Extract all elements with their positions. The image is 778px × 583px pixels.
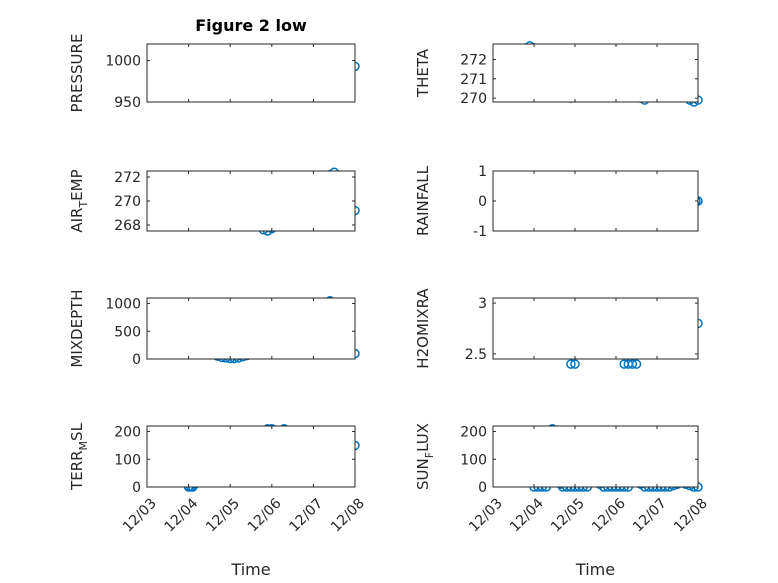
y-tick-label: 100 — [460, 452, 487, 468]
y-tick-label: 271 — [460, 72, 487, 88]
y-tick-label: 1 — [478, 164, 487, 180]
y-tick-label: 0 — [132, 480, 141, 496]
air-temp-panel: 268 270 272 AIRTEMP — [68, 167, 360, 236]
x-axis-label: Time — [230, 560, 270, 579]
y-tick-label: 0 — [132, 352, 141, 368]
y-tick-label: 1000 — [105, 297, 141, 313]
data-point — [570, 359, 580, 369]
y-tick-label: 100 — [114, 452, 141, 468]
axes-box — [492, 170, 699, 232]
mixdepth-panel: 0 500 1000 MIXDEPTH — [68, 289, 360, 368]
data-point — [627, 359, 638, 369]
axes-box — [492, 43, 699, 103]
y-tick-label: 270 — [460, 91, 487, 107]
y-tick-label: 1000 — [105, 54, 141, 70]
y-axis-label: PRESSURE — [68, 34, 86, 113]
y-axis-label: MIXDEPTH — [68, 289, 86, 367]
rainfall-panel: -1 0 1 RAINFALL — [414, 164, 703, 240]
y-tick-label: 268 — [114, 218, 141, 234]
h2omixra-panel: 2.5 3 H2OMIXRA — [414, 288, 703, 369]
y-tick-label: 270 — [114, 194, 141, 210]
y-axis-label: THETA — [414, 48, 432, 98]
axes-box — [492, 425, 699, 488]
pressure-panel: 950 1000 PRESSURE — [68, 34, 360, 113]
y-tick-label: 0 — [478, 194, 487, 210]
y-axis-label: H2OMIXRA — [414, 288, 432, 369]
y-tick-label: 200 — [114, 425, 141, 441]
terr-msl-panel: 12/03 12/04 12/05 12/06 12/07 12/080100200TER… — [68, 422, 368, 579]
y-axis-label: AIRTEMP — [68, 169, 90, 232]
theta-panel: 270 271 272 THETA — [414, 41, 703, 107]
axes-box — [146, 43, 356, 103]
data-point — [631, 359, 642, 369]
figure-title: Figure 2 low — [195, 16, 307, 35]
y-tick-label: 200 — [460, 425, 487, 441]
y-tick-label: 950 — [114, 95, 141, 111]
axes-box — [146, 425, 356, 488]
y-tick-label: 3 — [478, 296, 487, 312]
axes-box — [492, 297, 699, 360]
y-tick-label: -1 — [473, 224, 487, 240]
y-tick-label: 500 — [114, 324, 141, 340]
y-tick-label: 2.5 — [465, 347, 487, 363]
y-tick-label: 0 — [478, 480, 487, 496]
y-axis-label: RAINFALL — [414, 165, 432, 236]
axes-box — [146, 170, 356, 232]
data-point — [566, 359, 576, 369]
y-axis-label: SUNFLUX — [414, 423, 436, 490]
axes-box — [146, 297, 356, 360]
y-tick-label: 272 — [460, 52, 487, 68]
y-tick-label: 272 — [114, 170, 141, 186]
y-axis-label: TERRMSL — [68, 422, 90, 491]
x-axis-label: Time — [575, 560, 615, 579]
